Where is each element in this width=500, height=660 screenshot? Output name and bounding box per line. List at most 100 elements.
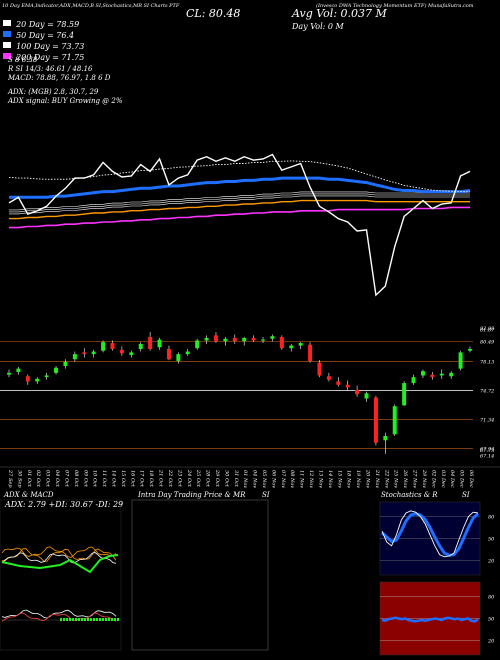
date-label-47: 04 Dec: [449, 470, 455, 488]
candle-body-17: [166, 349, 171, 360]
avg-volume: Avg Vol: 0.037 M: [292, 7, 387, 20]
macd-hist-bar: [96, 618, 98, 621]
price-level-label-1: 81.87: [480, 328, 495, 334]
stoch-level-label-80: 80: [488, 515, 495, 521]
price-level-label-6: 67.94: [480, 446, 494, 452]
date-label-6: 07 Oct: [63, 470, 69, 488]
stat-s-line: S 8 6.38: [8, 56, 38, 64]
candle-body-30: [289, 345, 294, 349]
macd-line: [1, 609, 117, 619]
macd-hist-bar: [63, 618, 65, 621]
price-level-label-7: 67.73: [480, 448, 494, 454]
candle-body-5: [54, 367, 59, 373]
macd-signal-line: [1, 612, 117, 622]
candle-body-12: [119, 349, 124, 354]
stoch-level-label-50: 50: [488, 537, 495, 543]
legend-label-ma50: 50 Day = 76.4: [16, 31, 75, 40]
stat-macd-line: MACD: 78.88, 76.97, 1.8 6 D: [8, 74, 111, 82]
legend-ma20: 20 Day = 78.59: [3, 12, 79, 31]
candle-body-0: [7, 372, 11, 375]
macd-hist-bar: [105, 618, 107, 621]
macd-hist-bar: [87, 618, 89, 621]
di-minus-line-b: [1, 546, 117, 558]
macd-hist-bar: [81, 618, 83, 621]
price-level-label-4: 74.72: [480, 389, 494, 395]
stat-adx-signal: ADX signal: BUY Growing @ 2%: [8, 97, 123, 105]
macd-hist-bar: [102, 618, 104, 621]
candle-body-24: [232, 337, 237, 342]
stat-r-line: R SI 14/3: 46.61 / 48.16: [8, 65, 93, 73]
candle-body-42: [402, 383, 407, 406]
macd-hist-bar: [90, 618, 92, 621]
date-label-8: 09 Oct: [82, 470, 88, 488]
date-label-9: 10 Oct: [92, 470, 98, 488]
date-label-33: 13 Nov: [317, 470, 323, 488]
date-label-20: 25 Oct: [195, 469, 201, 488]
date-label-49: 06 Dec: [468, 470, 474, 488]
candle-body-47: [449, 372, 454, 377]
date-label-18: 23 Oct: [176, 469, 182, 488]
intraday-panel: [131, 499, 269, 651]
date-label-39: 21 Nov: [374, 469, 380, 488]
intra-panel-title: Intra Day Trading Price & MR: [138, 491, 246, 499]
candle-body-43: [411, 377, 416, 384]
date-label-0: 27 Sep: [7, 469, 13, 488]
macd-hist-bar: [60, 618, 62, 621]
candle-body-20: [195, 340, 200, 349]
date-label-43: 27 Nov: [412, 469, 418, 488]
date-label-15: 18 Oct: [148, 470, 154, 488]
date-label-37: 19 Nov: [355, 470, 361, 488]
date-label-34: 14 Nov: [327, 470, 333, 488]
date-label-29: 07 Nov: [280, 470, 286, 488]
candle-body-35: [336, 381, 341, 385]
adx-panel: [0, 499, 122, 651]
candle-body-16: [157, 339, 162, 348]
date-label-22: 29 Oct: [214, 469, 220, 488]
candle-body-8: [82, 352, 87, 355]
date-label-11: 14 Oct: [110, 470, 116, 488]
stoch-panel-title: Stochastics & R: [381, 491, 438, 499]
date-label-30: 08 Nov: [289, 470, 295, 488]
candle-body-26: [251, 337, 256, 341]
candle-body-10: [101, 342, 106, 351]
candle-body-49: [468, 349, 472, 351]
macd-hist-bar: [99, 618, 101, 621]
macd-hist-bar: [66, 618, 68, 621]
date-label-45: 02 Dec: [430, 470, 436, 488]
candle-body-36: [345, 384, 350, 388]
legend-swatch-ma50: [3, 30, 11, 37]
adx-line: [1, 554, 119, 574]
legend-label-ma100: 100 Day = 73.73: [16, 42, 85, 51]
di-minus-line-a: [1, 548, 117, 562]
candle-body-39: [373, 397, 378, 443]
candle-body-15: [148, 337, 153, 349]
macd-hist-bar: [114, 618, 116, 621]
candle-body-3: [35, 378, 40, 382]
legend-ma100: 100 Day = 73.73: [3, 34, 84, 53]
stoch-d-line: [380, 512, 480, 557]
legend-swatch-ma200: [3, 52, 11, 59]
date-label-2: 01 Oct: [26, 470, 32, 488]
candle-body-25: [242, 337, 247, 342]
macd-hist-bar: [111, 618, 113, 621]
date-label-40: 22 Nov: [383, 469, 389, 488]
candle-body-14: [138, 343, 143, 349]
macd-hist-bar: [75, 618, 77, 621]
legend-ma200: 200 Day = 71.75: [3, 45, 84, 64]
date-label-4: 03 Oct: [45, 470, 51, 488]
candle-body-9: [91, 351, 96, 355]
intra-panel-si: SI: [262, 491, 270, 499]
candle-body-18: [176, 354, 181, 361]
sma20-dotted-line: [8, 160, 471, 193]
date-label-28: 06 Nov: [270, 470, 276, 488]
candle-body-11: [110, 343, 115, 349]
date-label-44: 29 Nov: [421, 469, 427, 488]
macd-hist-bar: [93, 618, 95, 621]
sma100-line-c: [9, 195, 470, 215]
ema-orange-line: [9, 199, 470, 220]
date-label-3: 02 Oct: [35, 470, 41, 488]
candle-body-1: [16, 368, 21, 373]
date-label-36: 18 Nov: [346, 470, 352, 488]
date-label-26: 04 Nov: [252, 470, 258, 488]
